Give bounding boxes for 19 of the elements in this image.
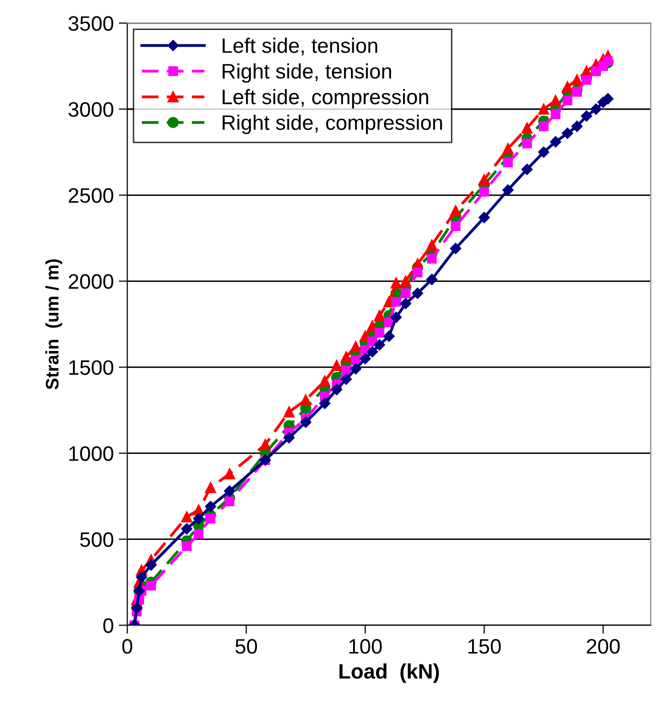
y-axis-title: Strain (um / m) bbox=[45, 259, 62, 390]
legend-label: Right side, compression bbox=[222, 114, 442, 134]
legend-label: Right side, tension bbox=[222, 63, 392, 83]
x-tick-label: 0 bbox=[122, 638, 132, 654]
y-tick-label: 3000 bbox=[68, 102, 114, 117]
x-tick-label: 100 bbox=[349, 638, 382, 654]
y-tick-label: 1000 bbox=[69, 446, 114, 461]
y-tick-label: 3500 bbox=[68, 16, 114, 31]
legend-label: Left side, compression bbox=[222, 89, 428, 108]
x-tick-label: 150 bbox=[468, 638, 501, 654]
y-tick-label: 2500 bbox=[68, 188, 114, 203]
x-tick-label: 50 bbox=[235, 638, 258, 654]
legend-label: Left side, tension bbox=[222, 38, 378, 56]
x-tick-label: 200 bbox=[586, 638, 620, 654]
y-tick-label: 0 bbox=[103, 618, 114, 634]
y-tick-label: 500 bbox=[80, 532, 114, 547]
y-tick-label: 2000 bbox=[68, 274, 114, 289]
y-tick-label: 1500 bbox=[69, 360, 114, 375]
x-axis-title: Load (kN) bbox=[339, 663, 439, 683]
